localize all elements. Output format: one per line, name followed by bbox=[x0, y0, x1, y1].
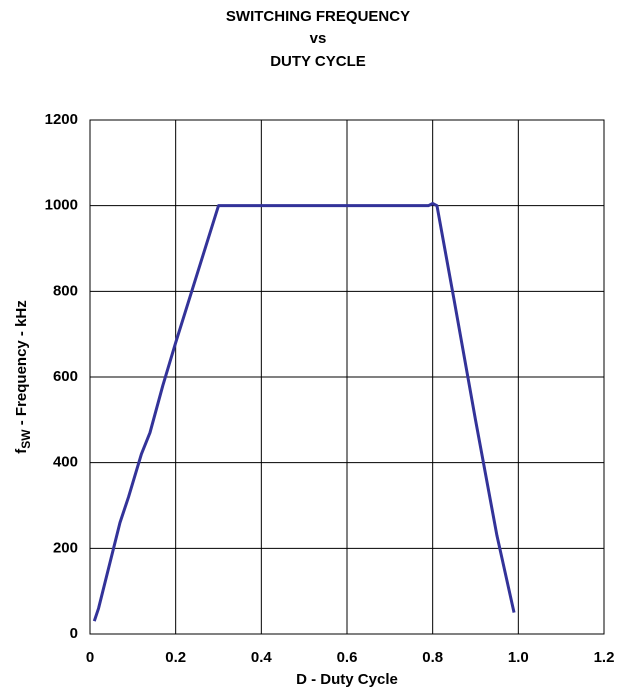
chart-title: vs bbox=[310, 30, 327, 47]
x-tick-label: 0.6 bbox=[337, 649, 358, 666]
y-tick-label: 0 bbox=[70, 625, 78, 642]
y-tick-label: 200 bbox=[53, 539, 78, 556]
y-axis-label-rest: - Frequency - kHz bbox=[13, 300, 30, 429]
y-tick-label: 400 bbox=[53, 454, 78, 471]
x-tick-label: 1.2 bbox=[594, 649, 615, 666]
y-tick-label: 1000 bbox=[45, 197, 78, 214]
y-tick-label: 800 bbox=[53, 282, 78, 299]
x-tick-label: 0.2 bbox=[165, 649, 186, 666]
chart-title: DUTY CYCLE bbox=[270, 53, 366, 70]
y-axis-label-sub: SW bbox=[19, 429, 33, 449]
chart-title: SWITCHING FREQUENCY bbox=[226, 8, 410, 25]
x-axis-label: D - Duty Cycle bbox=[296, 671, 398, 688]
line-series bbox=[92, 202, 516, 622]
plot-frame bbox=[89, 119, 605, 635]
x-tick-label: 0.4 bbox=[251, 649, 273, 666]
y-tick-label: 600 bbox=[53, 368, 78, 385]
x-tick-label: 0 bbox=[86, 649, 94, 666]
y-tick-label: 1200 bbox=[45, 111, 78, 128]
x-tick-label: 1.0 bbox=[508, 649, 529, 666]
y-axis-label: fSW - Frequency - kHz bbox=[13, 300, 33, 454]
x-tick-label: 0.8 bbox=[422, 649, 443, 666]
y-axis-label-main: f bbox=[13, 448, 30, 454]
